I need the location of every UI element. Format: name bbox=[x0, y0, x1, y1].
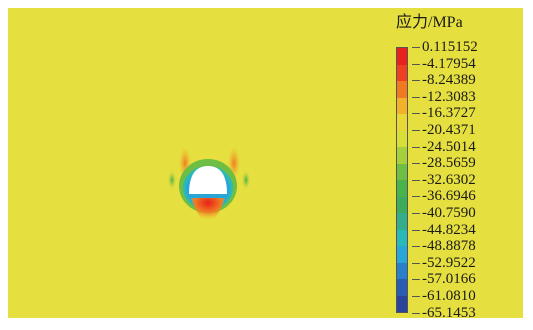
legend-tick-label: -16.3727 bbox=[422, 105, 476, 122]
legend-tick-label: -48.8878 bbox=[422, 238, 476, 255]
legend-title: 应力/MPa bbox=[396, 14, 463, 31]
legend-swatch bbox=[397, 180, 407, 197]
legend-tick-label: -61.0810 bbox=[422, 288, 476, 304]
legend-color-bar bbox=[396, 47, 408, 313]
legend-swatch bbox=[397, 64, 407, 81]
legend-tick: -20.4371 bbox=[412, 123, 476, 138]
legend-swatch bbox=[397, 81, 407, 98]
legend-tick-mark bbox=[412, 179, 420, 181]
legend-tick: -32.6302 bbox=[412, 171, 476, 188]
legend-tick-mark bbox=[412, 213, 420, 215]
legend-tick: -8.24389 bbox=[412, 73, 476, 88]
tunnel-hole bbox=[189, 166, 227, 194]
legend-swatch bbox=[397, 48, 407, 65]
legend-tick-mark bbox=[412, 113, 420, 115]
legend-tick-label: -28.5659 bbox=[422, 155, 476, 172]
legend-tick: -52.9522 bbox=[412, 254, 476, 271]
legend-swatch bbox=[397, 262, 407, 279]
legend-swatch bbox=[397, 213, 407, 230]
legend-swatch bbox=[397, 279, 407, 296]
hole-stress-concentration bbox=[168, 147, 250, 222]
legend-tick: -12.3083 bbox=[412, 88, 476, 105]
legend-swatch bbox=[397, 295, 407, 312]
legend-tick-mark bbox=[412, 279, 420, 281]
legend-tick-mark bbox=[412, 262, 420, 264]
legend-tick: -28.5659 bbox=[412, 156, 476, 171]
legend-tick-mark bbox=[412, 63, 420, 65]
legend-tick-label: -65.1453 bbox=[422, 304, 476, 321]
legend-tick-mark bbox=[412, 130, 420, 132]
color-legend: 应力/MPa 0.115152 -4.17954 -8.24389 -12.3083-… bbox=[396, 14, 528, 320]
legend-tick-labels: 0.115152 -4.17954 -8.24389 -12.3083 -16.3727… bbox=[412, 40, 528, 330]
legend-tick-mark bbox=[412, 246, 420, 248]
legend-tick: -61.0810 bbox=[412, 289, 476, 304]
legend-swatch bbox=[397, 147, 407, 164]
legend-swatch bbox=[397, 114, 407, 131]
contour-canvas bbox=[8, 8, 523, 318]
legend-tick: -4.17954 bbox=[412, 55, 476, 72]
legend-tick-label: -36.6946 bbox=[422, 188, 476, 205]
legend-tick-label: -8.24389 bbox=[422, 72, 476, 89]
legend-tick-mark bbox=[412, 229, 420, 231]
legend-swatch bbox=[397, 130, 407, 147]
legend-swatch bbox=[397, 246, 407, 263]
legend-tick-label: -52.9522 bbox=[422, 254, 476, 271]
legend-tick-label: 0.115152 bbox=[422, 39, 478, 55]
legend-tick-label: -32.6302 bbox=[422, 171, 476, 188]
legend-tick: -44.8234 bbox=[412, 221, 476, 238]
legend-tick-label: -44.8234 bbox=[422, 221, 476, 238]
legend-tick: 0.115152 bbox=[412, 40, 478, 55]
legend-swatch bbox=[397, 196, 407, 213]
legend-tick-mark bbox=[412, 296, 420, 298]
legend-swatch bbox=[397, 229, 407, 246]
stress-field-background bbox=[8, 8, 523, 318]
legend-tick-label: -4.17954 bbox=[422, 55, 476, 72]
legend-swatch bbox=[397, 163, 407, 180]
legend-tick-label: -57.0166 bbox=[422, 271, 476, 288]
legend-tick-mark bbox=[412, 80, 420, 82]
legend-tick: -57.0166 bbox=[412, 272, 476, 287]
stress-flare-right-outer bbox=[242, 171, 250, 189]
legend-tick-label: -40.7590 bbox=[422, 205, 476, 221]
legend-tick: -24.5014 bbox=[412, 138, 476, 155]
stress-lobe-bottom bbox=[191, 198, 225, 222]
legend-swatch bbox=[397, 97, 407, 114]
legend-tick-label: -12.3083 bbox=[422, 88, 476, 105]
legend-tick: -48.8878 bbox=[412, 239, 476, 254]
legend-tick-mark bbox=[412, 196, 420, 198]
legend-tick: -16.3727 bbox=[412, 106, 476, 121]
legend-tick-mark bbox=[412, 146, 420, 148]
legend-tick-label: -20.4371 bbox=[422, 122, 476, 138]
legend-tick: -40.7590 bbox=[412, 206, 476, 221]
legend-tick-mark bbox=[412, 312, 420, 314]
stress-flare-left-outer bbox=[168, 171, 176, 189]
legend-tick: -36.6946 bbox=[412, 189, 476, 204]
legend-tick-mark bbox=[412, 47, 420, 49]
legend-tick: -65.1453 bbox=[412, 304, 476, 321]
legend-tick-mark bbox=[412, 96, 420, 98]
stress-contour-plot bbox=[8, 8, 523, 318]
legend-tick-label: -24.5014 bbox=[422, 138, 476, 155]
legend-tick-mark bbox=[412, 163, 420, 165]
